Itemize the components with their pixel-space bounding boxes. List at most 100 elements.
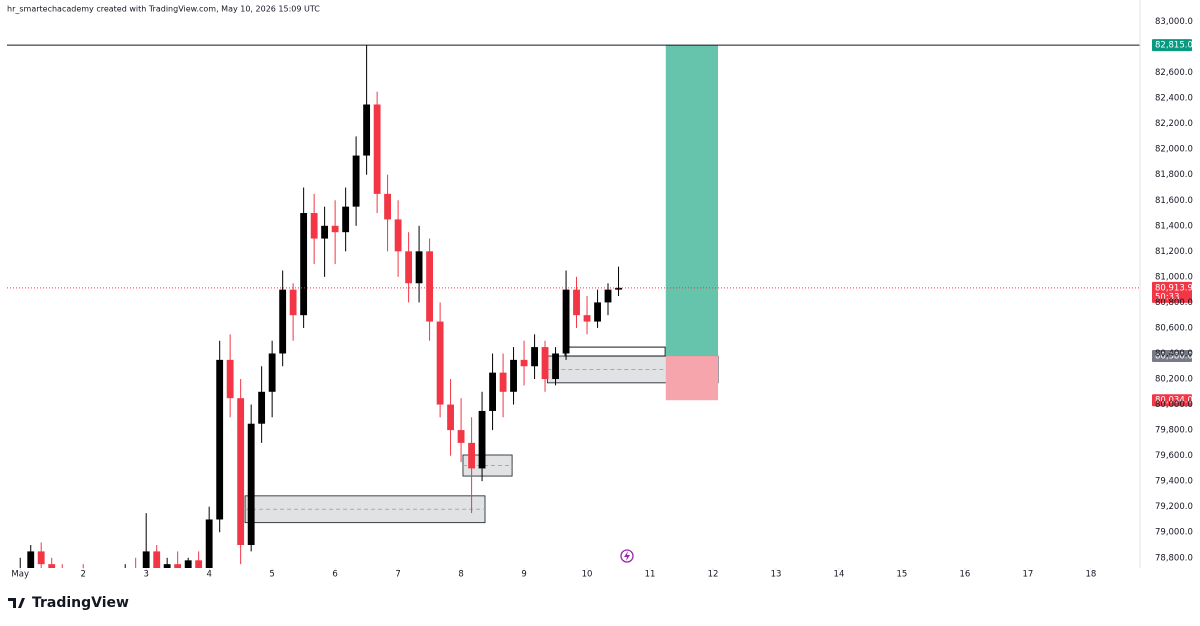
candle-body [583, 315, 591, 322]
candle-body [415, 251, 423, 284]
y-tick-label: 81,200.0 [1155, 247, 1193, 257]
entry-badge [1152, 350, 1192, 363]
candle-body [352, 155, 360, 207]
last-price-badge [1152, 281, 1192, 303]
candle-body [184, 560, 192, 568]
y-tick-label: 80,400.0 [1155, 349, 1193, 359]
candle-body [300, 213, 308, 316]
x-tick-label: 9 [521, 570, 526, 580]
candle-body [216, 359, 224, 520]
x-tick-label: 15 [897, 570, 908, 580]
candle-body [226, 359, 234, 399]
candle-body [27, 551, 35, 568]
y-tick-label: 80,600.0 [1155, 323, 1193, 333]
x-tick-label: 6 [332, 570, 337, 580]
stop-badge [1152, 394, 1192, 407]
candle-body [342, 206, 350, 233]
candle-body [436, 321, 444, 405]
candle-body [457, 430, 465, 443]
replay-icon [620, 549, 634, 563]
profit-zone [665, 45, 719, 357]
y-tick-label: 81,000.0 [1155, 272, 1193, 282]
y-tick-label: 82,000.0 [1155, 145, 1193, 155]
candle-body [237, 398, 245, 546]
y-tick-label: 79,800.0 [1155, 426, 1193, 436]
x-tick-label: 11 [645, 570, 656, 580]
candle-body [562, 289, 570, 354]
y-tick-label: 78,800.0 [1155, 553, 1193, 563]
y-tick-label: 80,800.0 [1155, 298, 1193, 308]
candle-body [279, 289, 287, 354]
candle-body [489, 372, 496, 411]
candle-body [268, 353, 276, 392]
candle-body [363, 104, 371, 156]
candle-body [594, 302, 601, 322]
candle-body [132, 571, 139, 577]
candle-body [289, 289, 297, 316]
candle-body [552, 353, 559, 380]
loss-zone [665, 356, 719, 401]
candle-body [615, 287, 622, 290]
candle-body [111, 577, 118, 583]
x-tick-label: 7 [395, 570, 400, 580]
x-tick-label: 10 [582, 570, 593, 580]
y-tick-label: 83,000.0 [1155, 17, 1193, 27]
attribution: hr_smartechacademy created with TradingV… [7, 5, 320, 14]
candle-body [122, 571, 129, 577]
x-tick-label: 18 [1085, 570, 1096, 580]
candle-body [153, 551, 161, 568]
candle-body [541, 347, 549, 380]
candle-body [331, 225, 339, 233]
candle-body [174, 564, 182, 568]
logo: TradingView [8, 595, 129, 611]
y-tick-label: 82,400.0 [1155, 94, 1193, 104]
candle-body [142, 551, 150, 568]
y-tick-label: 79,400.0 [1155, 477, 1193, 487]
candle-body [520, 359, 528, 367]
x-tick-label: 12 [708, 570, 719, 580]
x-tick-label: 4 [206, 570, 211, 580]
y-tick-label: 79,200.0 [1155, 502, 1193, 512]
candle-body [510, 359, 517, 392]
x-tick-label: 14 [834, 570, 845, 580]
candle-body [573, 289, 580, 316]
candle-body [405, 251, 413, 284]
countdown: 50:33 [1155, 292, 1180, 302]
candle-body [37, 551, 45, 565]
y-tick-label: 82,200.0 [1155, 119, 1193, 129]
y-tick-label: 81,800.0 [1155, 170, 1193, 180]
candle-body [394, 219, 402, 252]
candle-body [59, 577, 66, 583]
outline-box [564, 346, 666, 357]
x-tick-label: 17 [1022, 570, 1033, 580]
candle-body [468, 442, 476, 469]
candle-body [195, 560, 203, 568]
candle-body [69, 577, 76, 583]
candle-body [90, 583, 97, 589]
candle-body [426, 251, 434, 322]
stop-badge-label: 80,034.0 [1155, 396, 1193, 406]
candle-body [499, 372, 507, 392]
x-tick-label: 13 [771, 570, 782, 580]
candle-body [163, 564, 171, 568]
last-price-label: 80,913.9 [1155, 283, 1193, 293]
candle-body [101, 583, 108, 589]
price-badge-label: 82,815.0 [1155, 41, 1193, 51]
x-tick-label: 5 [269, 570, 274, 580]
entry-badge-label: 80,380.0 [1155, 352, 1193, 362]
candle-body [384, 193, 392, 220]
candle-body [604, 289, 612, 303]
y-tick-label: 80,000.0 [1155, 400, 1193, 410]
y-tick-label: 80,200.0 [1155, 375, 1193, 385]
candle-body [321, 225, 329, 239]
logo-text: TradingView [32, 595, 129, 611]
y-tick-label: 79,600.0 [1155, 451, 1193, 461]
candle-body [447, 404, 454, 431]
y-tick-label: 79,000.0 [1155, 528, 1193, 538]
candle-body [373, 104, 381, 194]
y-tick-label: 81,400.0 [1155, 221, 1193, 231]
x-tick-label: May [11, 570, 29, 580]
candle-body [247, 423, 255, 546]
candle-body [531, 347, 538, 367]
